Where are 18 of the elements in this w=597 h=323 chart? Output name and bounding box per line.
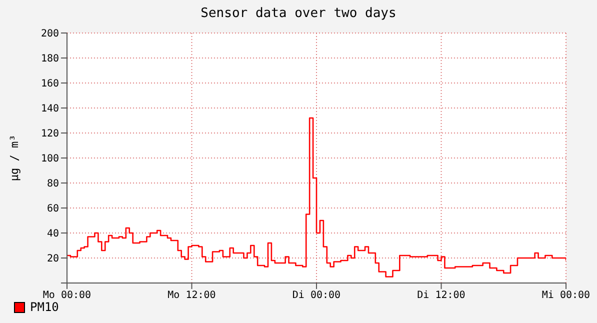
y-tick-label: 140 (40, 104, 59, 115)
x-tick-label: Mo 12:00 (168, 290, 216, 302)
y-tick-label: 80 (46, 178, 59, 190)
y-tick-label: 180 (40, 54, 59, 65)
x-tick-label: Di 00:00 (292, 290, 341, 302)
y-tick-label: 40 (46, 228, 59, 240)
y-axis-title: µg / m³ (8, 134, 21, 182)
y-tick-label: 20 (46, 254, 59, 265)
x-tick-label: Di 12:00 (417, 290, 466, 302)
chart-title: Sensor data over two days (200, 6, 398, 21)
x-tick-label: Mo 00:00 (42, 290, 92, 302)
y-tick-label: 160 (40, 78, 59, 90)
y-tick-label: 200 (40, 28, 59, 40)
y-tick-label: 120 (40, 128, 59, 140)
x-tick-label: Mi 00:00 (542, 290, 590, 302)
legend-label: PM10 (30, 300, 59, 314)
y-tick-label: 100 (40, 154, 59, 165)
y-tick-label: 60 (46, 204, 59, 215)
